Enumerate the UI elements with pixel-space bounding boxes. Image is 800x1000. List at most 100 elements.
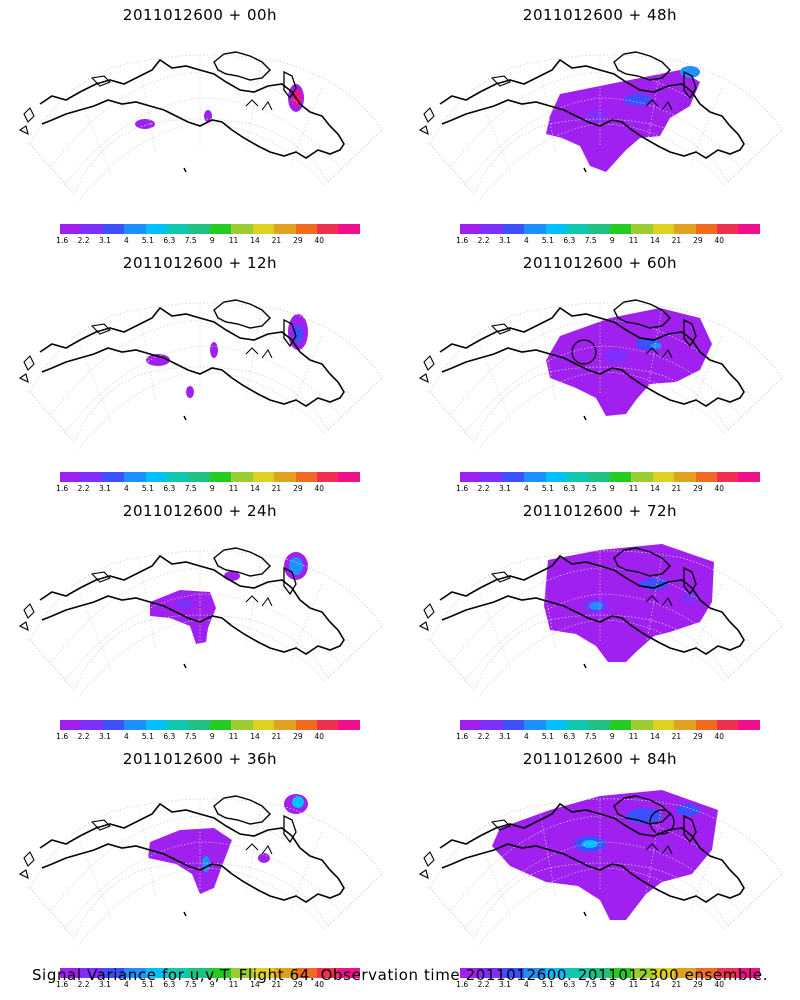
colorbar-label: 11 <box>628 732 639 741</box>
colorbar-swatch <box>338 968 360 978</box>
colorbar-label: 21 <box>671 980 682 989</box>
colorbar-label: 40 <box>714 732 725 741</box>
colorbar-swatch <box>188 224 210 234</box>
colorbar-label: 1.6 <box>56 980 69 989</box>
colorbar-label: 4 <box>124 236 129 245</box>
colorbar-swatch <box>652 224 675 234</box>
colorbar <box>460 720 760 730</box>
colorbar-label: 7.5 <box>184 732 197 741</box>
colorbar-swatch <box>481 472 503 482</box>
colorbar-swatch <box>567 720 589 730</box>
colorbar-swatch <box>460 472 482 482</box>
colorbar-label: 4 <box>524 732 529 741</box>
colorbar-swatch <box>102 968 125 978</box>
panel-00h: 2011012600 + 00h 1.6 2.2 3.1 4 5.1 6.3 7.5 9 11 1… <box>0 0 400 248</box>
panel-title: 2011012600 + 24h <box>122 502 278 520</box>
colorbar-label: 1.6 <box>456 484 469 493</box>
colorbar-swatch <box>81 720 103 730</box>
colorbar-label: 5.1 <box>541 732 554 741</box>
colorbar-swatch <box>545 720 568 730</box>
colorbar-swatch <box>81 224 103 234</box>
colorbar-label: 3.1 <box>99 236 111 245</box>
colorbar-label: 7.5 <box>584 980 597 989</box>
colorbar-label: 29 <box>293 980 303 989</box>
colorbar-label: 11 <box>228 484 239 493</box>
colorbar-label: 5.1 <box>141 484 154 493</box>
colorbar-label: 5.1 <box>141 236 154 245</box>
colorbar-labels: 1.6 2.2 3.1 4 5.1 6.3 7.5 9 11 14 21 29 40 <box>400 484 800 494</box>
colorbar-swatch <box>317 224 339 234</box>
map-36h <box>19 794 383 947</box>
colorbar-label: 6.3 <box>163 732 176 741</box>
colorbar-label: 2.2 <box>77 980 90 989</box>
colorbar-label: 2.2 <box>477 236 490 245</box>
colorbar-label: 11 <box>628 484 639 493</box>
colorbar-swatch <box>338 720 360 730</box>
colorbar-swatch <box>674 968 696 978</box>
colorbar-swatch <box>524 472 546 482</box>
colorbar-label: 1.6 <box>56 484 69 493</box>
colorbar-label: 40 <box>314 980 325 989</box>
colorbar-swatch <box>145 720 168 730</box>
colorbar-swatch <box>481 224 503 234</box>
colorbar-swatch <box>145 968 168 978</box>
colorbar-label: 5.1 <box>541 484 554 493</box>
colorbar-label: 6.3 <box>163 236 176 245</box>
colorbar-label: 14 <box>250 236 260 245</box>
colorbar-swatch <box>317 472 339 482</box>
panel-12h: 2011012600 + 12h 1.6 2.2 3.1 4 5.1 6.3 7.5 9 11 1… <box>0 248 400 496</box>
colorbar-swatch <box>609 224 632 234</box>
colorbar-label: 4 <box>524 236 529 245</box>
colorbar-swatch <box>481 720 503 730</box>
colorbar-label: 9 <box>209 980 215 989</box>
colorbar-swatch <box>652 720 675 730</box>
colorbar-label: 11 <box>628 980 639 989</box>
colorbar-labels: 1.6 2.2 3.1 4 5.1 6.3 7.5 9 11 14 21 29 40 <box>400 980 800 990</box>
panel-title: 2011012600 + 60h <box>522 254 678 272</box>
colorbar-swatch <box>567 472 589 482</box>
colorbar-label: 2.2 <box>77 236 90 245</box>
colorbar-swatch <box>524 720 546 730</box>
colorbar-swatch <box>60 224 82 234</box>
colorbar-label: 1.6 <box>456 236 469 245</box>
colorbar-swatch <box>102 720 125 730</box>
colorbar-swatch <box>460 968 482 978</box>
colorbar-swatch <box>738 472 760 482</box>
colorbar-swatch <box>674 224 696 234</box>
colorbar-swatch <box>188 720 210 730</box>
colorbar-label: 1.6 <box>56 236 69 245</box>
panel-60h: 2011012600 + 60h 1.6 2.2 3.1 4 5.1 6.3 7.5 9 11 1… <box>400 248 800 496</box>
colorbar-swatch <box>524 224 546 234</box>
colorbar-swatch <box>631 472 653 482</box>
colorbar-label: 29 <box>693 980 703 989</box>
colorbar-swatch <box>167 968 189 978</box>
colorbar-label: 4 <box>124 484 129 493</box>
colorbar-swatch <box>295 968 318 978</box>
colorbar-swatch <box>652 968 675 978</box>
colorbar-swatch <box>695 224 718 234</box>
colorbar-label: 6.3 <box>163 484 176 493</box>
colorbar-swatch <box>188 472 210 482</box>
colorbar-swatch <box>338 224 360 234</box>
colorbar-label: 3.1 <box>499 484 511 493</box>
colorbar-swatch <box>188 968 210 978</box>
colorbar-label: 21 <box>271 732 282 741</box>
colorbar-swatch <box>567 968 589 978</box>
colorbar <box>460 224 760 234</box>
colorbar-swatch <box>231 224 253 234</box>
colorbar-label: 14 <box>250 484 260 493</box>
colorbar-swatch <box>252 720 275 730</box>
colorbar-swatch <box>631 720 653 730</box>
colorbar-labels: 1.6 2.2 3.1 4 5.1 6.3 7.5 9 11 14 21 29 40 <box>0 484 400 494</box>
colorbar-label: 14 <box>250 732 260 741</box>
colorbar-swatch <box>738 224 760 234</box>
colorbar-label: 11 <box>228 236 239 245</box>
colorbar <box>60 472 360 482</box>
colorbar-swatch <box>609 472 632 482</box>
colorbar-swatch <box>338 472 360 482</box>
colorbar-swatch <box>674 472 696 482</box>
colorbar-swatch <box>588 472 610 482</box>
colorbar-label: 29 <box>693 732 703 741</box>
colorbar-swatch <box>609 968 632 978</box>
colorbar-swatch <box>209 720 232 730</box>
